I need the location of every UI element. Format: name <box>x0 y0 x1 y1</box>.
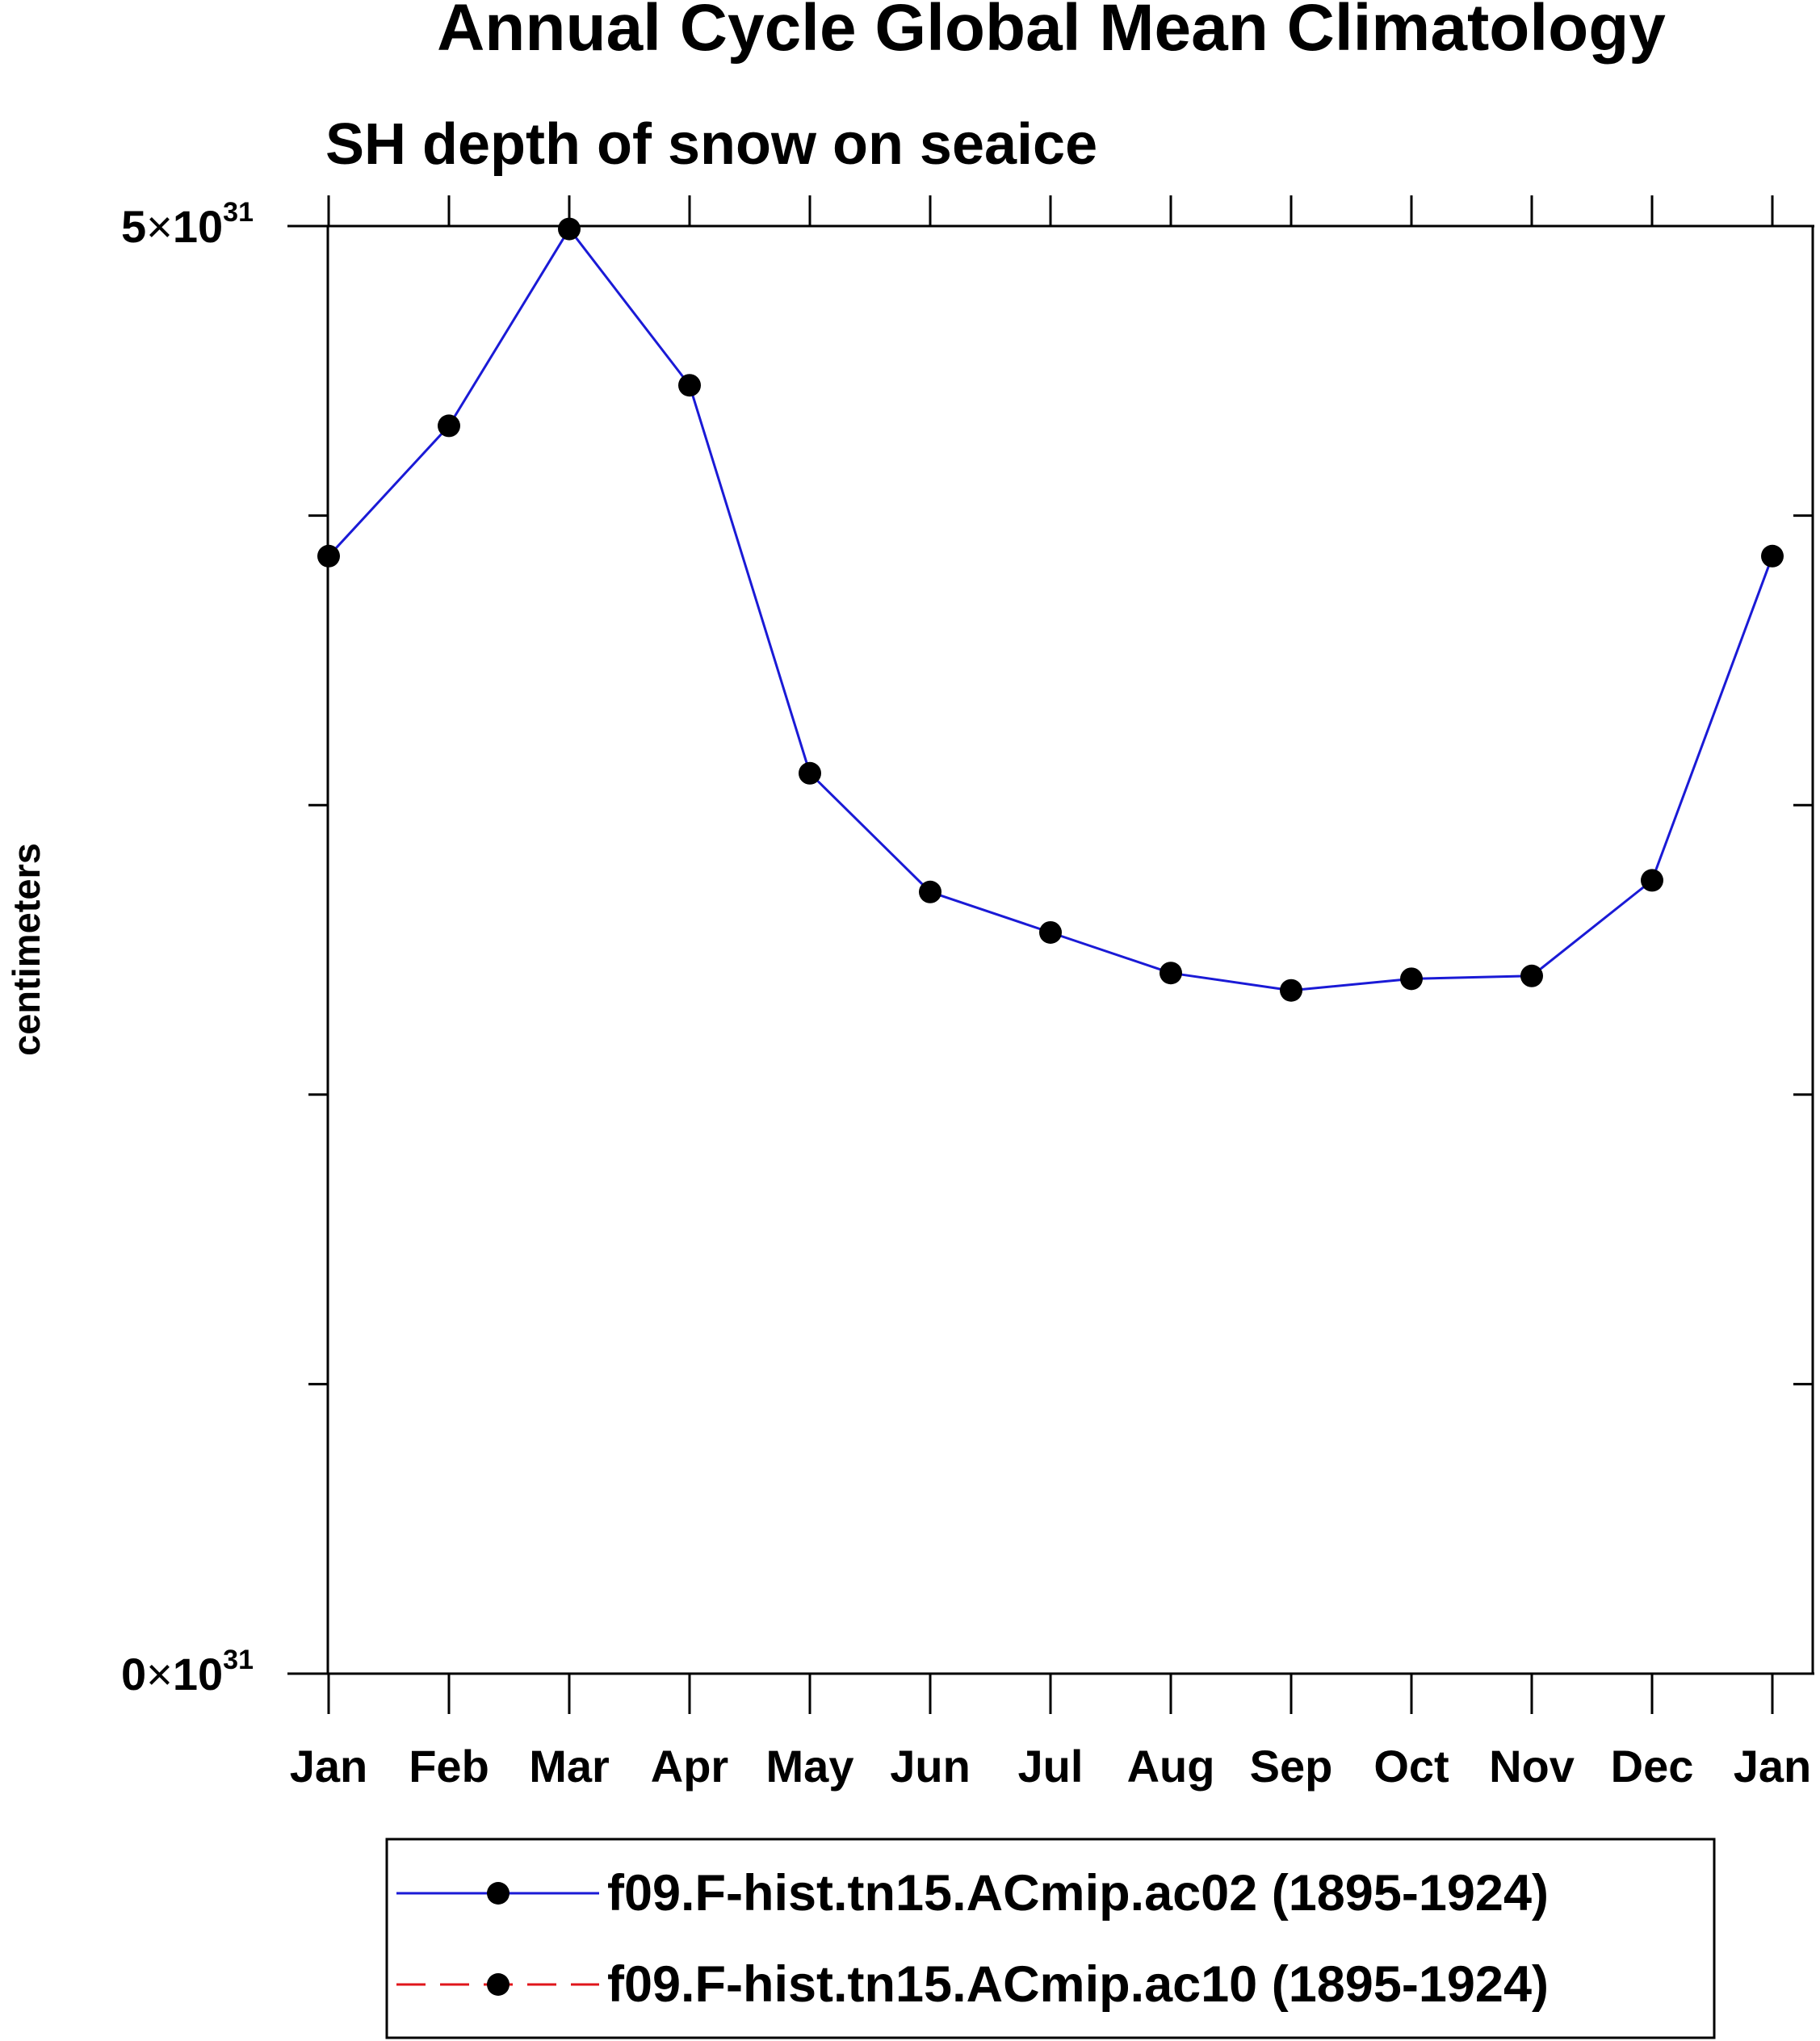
x-tick-label: Aug <box>1127 1741 1215 1792</box>
y-axis-label: centimeters <box>5 843 48 1056</box>
y-tick-max-times: × <box>146 201 173 252</box>
x-tick-label: Jul <box>1018 1741 1084 1792</box>
data-point <box>1641 869 1663 892</box>
legend-marker-ac02 <box>487 1882 510 1905</box>
y-tick-max-exponent: 31 <box>223 197 254 228</box>
series-line-0 <box>327 228 1774 992</box>
data-point <box>919 880 941 903</box>
legend-entry-ac02: f09.F-hist.tn15.ACmip.ac02 (1895-1924) <box>396 1865 1549 1922</box>
y-tick-min-base: 10 <box>173 1649 223 1699</box>
data-point <box>1160 962 1182 985</box>
series-layer <box>317 217 1784 1002</box>
x-tick-label: Oct <box>1373 1741 1449 1792</box>
x-tick-label: Mar <box>529 1741 610 1792</box>
chart-title: Annual Cycle Global Mean Climatology <box>437 0 1666 65</box>
x-tick-label: Nov <box>1489 1741 1575 1792</box>
y-tick-min-mantissa: 0 <box>121 1649 146 1699</box>
x-ticks <box>327 195 1774 1714</box>
x-tick-label: May <box>766 1741 854 1792</box>
data-point <box>1400 967 1423 991</box>
legend-label-ac10: f09.F-hist.tn15.ACmip.ac10 (1895-1924) <box>607 1956 1549 2013</box>
data-point <box>317 544 340 568</box>
y-ticks <box>287 224 1814 1675</box>
x-tick-labels: Jan Feb Mar Apr May Jun Jul Aug Sep Oct Nov Dec Jan <box>290 1741 1812 1792</box>
y-tick-label-max: 5×1031 <box>121 197 254 252</box>
x-tick-label: Dec <box>1611 1741 1694 1792</box>
data-point <box>1520 964 1543 987</box>
svg-text:0×1031: 0×1031 <box>121 1645 254 1699</box>
y-tick-min-times: × <box>146 1649 173 1699</box>
data-point <box>438 414 460 438</box>
legend-marker-ac10 <box>487 1973 510 1996</box>
x-tick-label: Sep <box>1250 1741 1333 1792</box>
legend-entry-ac10: f09.F-hist.tn15.ACmip.ac10 (1895-1924) <box>396 1956 1549 2013</box>
y-tick-max-mantissa: 5 <box>121 201 146 252</box>
x-tick-label: Jan <box>290 1741 368 1792</box>
x-tick-label: Jan <box>1734 1741 1812 1792</box>
legend: f09.F-hist.tn15.ACmip.ac02 (1895-1924) f… <box>385 1838 1716 2039</box>
data-point <box>799 761 821 785</box>
y-tick-max-base: 10 <box>173 201 223 252</box>
data-point <box>1280 979 1302 1002</box>
y-tick-label-min: 0×1031 <box>121 1645 254 1699</box>
plot-frame <box>326 224 1814 1675</box>
x-tick-label: Jun <box>890 1741 971 1792</box>
data-point <box>1761 544 1784 568</box>
legend-box <box>385 1838 1716 2039</box>
y-tick-min-exponent: 31 <box>223 1645 254 1675</box>
data-point <box>1039 920 1062 944</box>
data-point <box>678 374 701 397</box>
x-tick-label: Apr <box>651 1741 728 1792</box>
data-point <box>558 217 581 241</box>
chart-subtitle: SH depth of snow on seaice <box>325 112 1097 177</box>
x-tick-label: Feb <box>409 1741 489 1792</box>
legend-label-ac02: f09.F-hist.tn15.ACmip.ac02 (1895-1924) <box>607 1865 1549 1922</box>
svg-text:5×1031: 5×1031 <box>121 197 254 252</box>
